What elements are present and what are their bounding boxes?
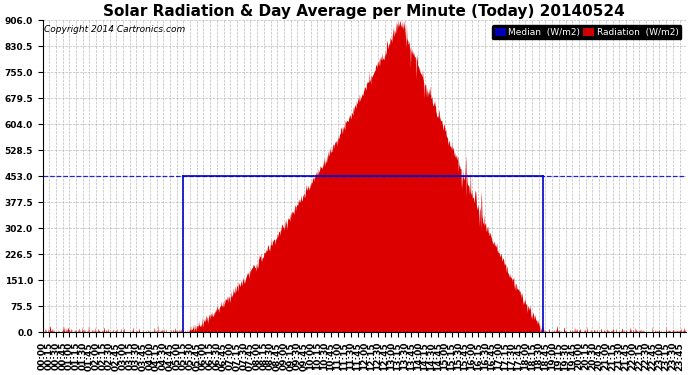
Title: Solar Radiation & Day Average per Minute (Today) 20140524: Solar Radiation & Day Average per Minute… xyxy=(104,4,625,19)
Legend: Median  (W/m2), Radiation  (W/m2): Median (W/m2), Radiation (W/m2) xyxy=(492,25,681,39)
Text: Copyright 2014 Cartronics.com: Copyright 2014 Cartronics.com xyxy=(43,25,185,34)
